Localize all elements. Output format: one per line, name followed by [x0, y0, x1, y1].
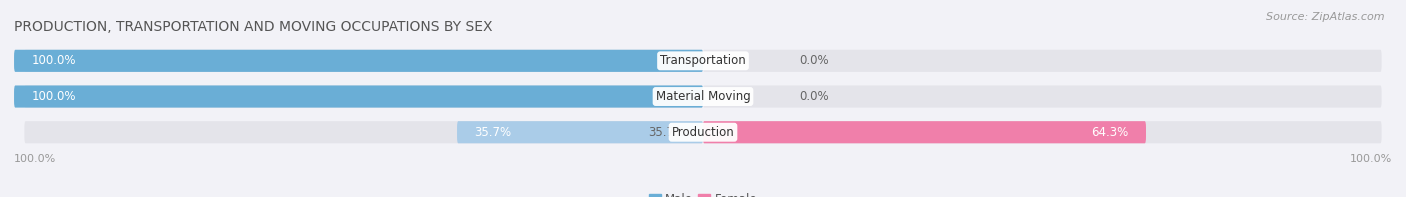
Text: 0.0%: 0.0%: [800, 54, 830, 67]
FancyBboxPatch shape: [24, 50, 703, 72]
Text: 100.0%: 100.0%: [1350, 154, 1392, 164]
FancyBboxPatch shape: [703, 85, 1382, 108]
FancyBboxPatch shape: [703, 121, 1382, 143]
FancyBboxPatch shape: [24, 121, 703, 143]
Text: Source: ZipAtlas.com: Source: ZipAtlas.com: [1267, 12, 1385, 22]
Text: 64.3%: 64.3%: [1091, 126, 1129, 139]
Text: Production: Production: [672, 126, 734, 139]
Text: PRODUCTION, TRANSPORTATION AND MOVING OCCUPATIONS BY SEX: PRODUCTION, TRANSPORTATION AND MOVING OC…: [14, 20, 492, 34]
FancyBboxPatch shape: [703, 50, 1382, 72]
Text: 100.0%: 100.0%: [14, 154, 56, 164]
Text: Material Moving: Material Moving: [655, 90, 751, 103]
FancyBboxPatch shape: [457, 121, 703, 143]
FancyBboxPatch shape: [703, 121, 1146, 143]
FancyBboxPatch shape: [14, 85, 703, 108]
Text: 35.7%: 35.7%: [474, 126, 512, 139]
Text: 100.0%: 100.0%: [31, 90, 76, 103]
FancyBboxPatch shape: [14, 50, 703, 72]
Legend: Male, Female: Male, Female: [644, 188, 762, 197]
Text: 100.0%: 100.0%: [31, 54, 76, 67]
Text: Transportation: Transportation: [661, 54, 745, 67]
Text: 35.7%: 35.7%: [648, 126, 686, 139]
FancyBboxPatch shape: [24, 85, 703, 108]
Text: 0.0%: 0.0%: [800, 90, 830, 103]
